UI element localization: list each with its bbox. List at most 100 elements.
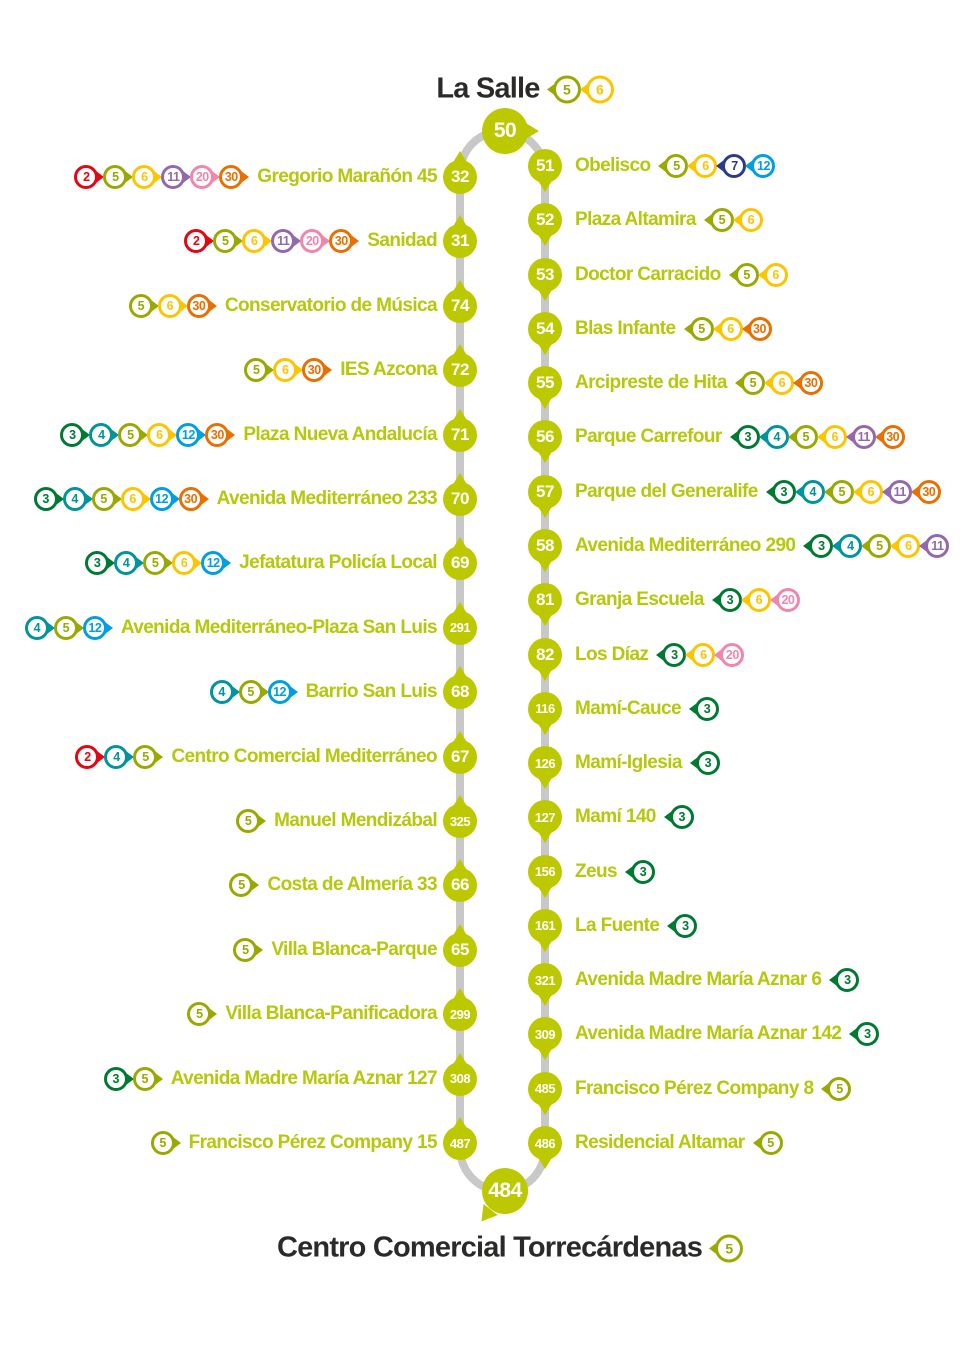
bottom-terminal-name: Centro Comercial Torrecárdenas — [276, 1231, 703, 1264]
line-12-badge: 12 — [267, 680, 292, 705]
stop-row-58: Avenida Mediterráneo 290 3 4 5 6 11 — [575, 533, 950, 558]
line-5-badge: 5 — [715, 1234, 744, 1262]
stop-node-57: 57 — [528, 474, 562, 509]
stop-node-65: 65 — [443, 932, 477, 967]
line-5-badge: 5 — [244, 358, 269, 383]
stop-badges: 3 4 5 6 11 30 — [735, 425, 905, 450]
line-12-badge: 12 — [149, 487, 174, 511]
line-6-badge: 6 — [746, 588, 771, 613]
stop-node-161: 161 — [528, 908, 562, 943]
stop-name: Villa Blanca-Panificadora — [225, 1003, 437, 1025]
line-5-badge: 5 — [689, 316, 714, 341]
line-11-badge: 11 — [161, 165, 186, 189]
stop-node-32: 32 — [443, 160, 477, 194]
stop-name: Parque Carrefour — [575, 426, 722, 448]
stop-badges: 3 — [630, 859, 655, 884]
line-4-badge: 4 — [764, 425, 789, 450]
stop-node-66: 66 — [443, 868, 477, 903]
line-20-badge: 20 — [300, 229, 325, 254]
stop-row-53: Doctor Carracido 5 6 — [575, 262, 788, 287]
stop-row-309: Avenida Madre María Aznar 142 3 — [575, 1022, 880, 1047]
stop-row-74: 5 6 30 Conservatorio de Música — [128, 293, 438, 318]
line-30-badge: 30 — [798, 371, 823, 396]
line-5-badge: 5 — [132, 1066, 157, 1091]
line-6-badge: 6 — [718, 316, 743, 341]
stop-row-161: La Fuente 3 — [575, 913, 698, 938]
line-30-badge: 30 — [329, 229, 354, 254]
line-20-badge: 20 — [190, 165, 215, 189]
stop-row-70: 3 4 5 6 12 30 Avenida Mediterráneo 233 — [33, 487, 438, 511]
line-6-badge: 6 — [585, 75, 614, 103]
stop-name: Doctor Carracido — [575, 263, 721, 285]
stop-name: Arcipreste de Hita — [575, 372, 727, 394]
stop-name: Plaza Altamira — [575, 209, 696, 231]
stop-name: Blas Infante — [575, 317, 676, 339]
line-3-badge: 3 — [771, 479, 796, 504]
stop-badges: 5 6 30 — [740, 371, 823, 396]
stop-badges: 3 — [673, 913, 698, 938]
top-terminal-node: 50 — [482, 108, 528, 154]
line-2-badge: 2 — [75, 744, 100, 769]
line-6-badge: 6 — [147, 422, 172, 447]
stop-badges: 3 — [669, 805, 694, 830]
stop-name: Francisco Pérez Company 15 — [188, 1132, 438, 1153]
stop-node-291: 291 — [443, 610, 477, 645]
stop-name: Sanidad — [367, 230, 437, 252]
line-30-badge: 30 — [302, 358, 327, 383]
stop-row-325: 5 Manuel Mendizábal — [236, 809, 438, 833]
line-6-badge: 6 — [769, 371, 794, 396]
stop-node-68: 68 — [443, 675, 477, 710]
line-6-badge: 6 — [693, 154, 718, 178]
stop-name: Conservatorio de Música — [224, 294, 438, 316]
line-12-badge: 12 — [176, 422, 201, 447]
stop-node-126: 126 — [528, 746, 562, 781]
line-5-badge: 5 — [213, 229, 238, 254]
stop-badges: 2 5 6 11 20 30 — [74, 165, 244, 189]
stop-badges: 3 6 20 — [717, 588, 800, 613]
stop-row-32: 2 5 6 11 20 30 Gregorio Marañón 45 — [74, 165, 438, 189]
stop-row-487: 5 Francisco Pérez Company 15 — [150, 1131, 438, 1155]
stop-row-299: 5 Villa Blanca-Panificadora — [187, 1002, 438, 1027]
stop-row-156: Zeus 3 — [575, 859, 655, 884]
stop-node-69: 69 — [443, 546, 477, 581]
stop-badges: 3 4 5 6 12 — [85, 551, 226, 576]
stop-name: Zeus — [575, 860, 618, 882]
stop-badges: 5 — [229, 873, 254, 898]
stop-badges: 3 — [835, 968, 860, 993]
line-30-badge: 30 — [205, 422, 230, 447]
line-5-badge: 5 — [236, 809, 261, 833]
stop-name: La Fuente — [575, 914, 660, 936]
stop-badges: 3 4 5 6 11 30 — [771, 479, 941, 504]
line-5-badge: 5 — [867, 533, 892, 558]
stop-row-52: Plaza Altamira 5 6 — [575, 208, 763, 233]
stop-name: Manuel Mendizábal — [274, 810, 438, 831]
line-6-badge: 6 — [691, 642, 716, 667]
line-3-badge: 3 — [809, 533, 834, 558]
stop-name: Obelisco — [575, 155, 651, 176]
stop-badges: 3 4 5 6 12 30 — [33, 487, 203, 511]
line-4-badge: 4 — [209, 680, 234, 705]
bottom-terminal: Centro Comercial Torrecárdenas 5 — [0, 1232, 960, 1265]
line-5-badge: 5 — [91, 487, 116, 511]
line-3-badge: 3 — [673, 913, 698, 938]
line-2-badge: 2 — [184, 229, 209, 254]
stop-row-321: Avenida Madre María Aznar 6 3 — [575, 968, 860, 993]
line-3-badge: 3 — [717, 588, 742, 613]
stop-row-71: 3 4 5 6 12 30 Plaza Nueva Andalucía — [60, 422, 438, 447]
stop-node-56: 56 — [528, 420, 562, 455]
stop-name: Gregorio Marañón 45 — [257, 166, 437, 187]
stop-badges: 5 — [236, 809, 261, 833]
stop-name: Avenida Mediterráneo 233 — [216, 488, 438, 509]
stop-row-54: Blas Infante 5 6 30 — [575, 316, 772, 341]
stop-node-325: 325 — [443, 804, 477, 838]
top-terminal-name: La Salle — [436, 72, 540, 105]
line-3-badge: 3 — [735, 425, 760, 450]
stop-name: Los Díaz — [575, 643, 649, 665]
line-5-badge: 5 — [758, 1131, 783, 1156]
line-4-badge: 4 — [62, 487, 87, 511]
line-6-badge: 6 — [896, 533, 921, 558]
stop-node-72: 72 — [443, 353, 477, 388]
line-5-badge: 5 — [827, 1076, 852, 1101]
line-2-badge: 2 — [74, 165, 99, 189]
